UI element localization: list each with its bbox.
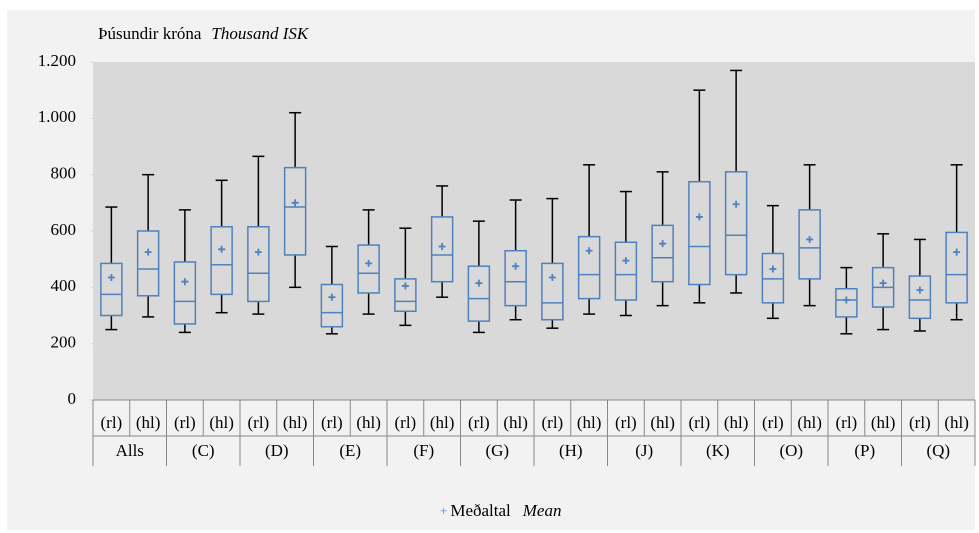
mean-marker	[916, 286, 924, 294]
box	[394, 278, 417, 313]
plot-area	[93, 62, 975, 400]
box	[100, 262, 123, 317]
box	[173, 261, 197, 325]
subgroup-label: (rl)	[395, 413, 417, 432]
box	[283, 166, 307, 256]
subgroup-label: (hl)	[283, 413, 308, 432]
subgroup-label: (rl)	[321, 413, 343, 432]
group-label: (P)	[854, 441, 875, 460]
mean-marker	[769, 265, 777, 273]
box	[724, 171, 748, 276]
mean-marker	[548, 273, 556, 281]
subgroup-label: (hl)	[356, 413, 381, 432]
box	[688, 180, 711, 286]
y-tick-label: 200	[51, 333, 77, 352]
mean-marker	[695, 213, 703, 221]
legend-marker: +	[440, 503, 447, 518]
subgroup-label: (rl)	[542, 413, 564, 432]
box	[945, 231, 968, 304]
box	[651, 224, 674, 283]
mean-marker	[806, 235, 814, 243]
group-label: (Q)	[926, 441, 950, 460]
group-label: (F)	[413, 441, 434, 460]
box	[614, 241, 638, 301]
y-axis-label-is: Þúsundir króna	[98, 24, 202, 43]
legend-label: Meðaltal	[450, 501, 511, 520]
mean-marker	[842, 296, 850, 304]
subgroup-label: (hl)	[136, 413, 161, 432]
y-axis-label-en: Thousand ISK	[211, 24, 309, 43]
subgroup-label: (hl)	[797, 413, 822, 432]
mean-marker	[144, 248, 152, 256]
box	[467, 265, 491, 322]
subgroup-label: (hl)	[944, 413, 969, 432]
subgroup-label: (rl)	[689, 413, 711, 432]
subgroup-label: (hl)	[724, 413, 749, 432]
subgroup-label: (rl)	[468, 413, 490, 432]
subgroup-label: (rl)	[909, 413, 931, 432]
subgroup-label: (hl)	[503, 413, 528, 432]
y-tick-label: 600	[51, 220, 77, 239]
box	[798, 209, 821, 280]
mean-marker	[365, 259, 373, 267]
subgroup-label: (rl)	[174, 413, 196, 432]
legend: + Meðaltal Mean	[440, 501, 561, 520]
group-label: (C)	[192, 441, 215, 460]
mean-marker	[659, 240, 667, 248]
box	[541, 262, 564, 321]
box	[504, 249, 527, 307]
box	[247, 226, 270, 303]
group-label: (O)	[779, 441, 803, 460]
mean-marker	[879, 279, 887, 287]
mean-marker	[181, 278, 189, 286]
subgroup-label: (rl)	[615, 413, 637, 432]
y-axis-label: Þúsundir króna Thousand ISK	[98, 24, 310, 43]
group-label: (K)	[706, 441, 730, 460]
group-label: (G)	[485, 441, 509, 460]
subgroup-label: (rl)	[101, 413, 123, 432]
box	[908, 275, 932, 320]
mean-marker	[438, 242, 446, 250]
mean-marker	[291, 199, 299, 207]
mean-marker	[585, 247, 593, 255]
box	[320, 283, 344, 328]
group-label: Alls	[116, 441, 144, 460]
subgroup-label: (hl)	[209, 413, 234, 432]
mean-marker	[953, 248, 961, 256]
y-tick-label: 1.200	[38, 51, 76, 70]
mean-marker	[475, 279, 483, 287]
box	[136, 230, 160, 297]
subgroup-label: (hl)	[430, 413, 455, 432]
box	[357, 244, 380, 294]
mean-marker	[107, 273, 115, 281]
y-tick-label: 0	[68, 389, 77, 408]
y-tick-label: 800	[51, 164, 77, 183]
mean-marker	[622, 257, 630, 265]
mean-marker	[732, 200, 740, 208]
subgroup-label: (hl)	[650, 413, 675, 432]
subgroup-label: (rl)	[248, 413, 270, 432]
box	[210, 226, 233, 296]
group-label: (H)	[559, 441, 583, 460]
group-label: (D)	[265, 441, 289, 460]
subgroup-label: (hl)	[871, 413, 896, 432]
group-label: (J)	[635, 441, 653, 460]
subgroup-label: (rl)	[836, 413, 858, 432]
mean-marker	[218, 245, 226, 253]
y-tick-label: 1.000	[38, 107, 76, 126]
legend-label-en: Mean	[522, 501, 562, 520]
mean-marker	[254, 248, 262, 256]
mean-marker	[328, 293, 336, 301]
mean-marker	[401, 282, 409, 290]
subgroup-label: (rl)	[762, 413, 784, 432]
box	[577, 235, 601, 300]
group-label: (E)	[339, 441, 361, 460]
subgroup-label: (hl)	[577, 413, 602, 432]
mean-marker	[512, 262, 520, 270]
y-tick-label: 400	[51, 276, 77, 295]
